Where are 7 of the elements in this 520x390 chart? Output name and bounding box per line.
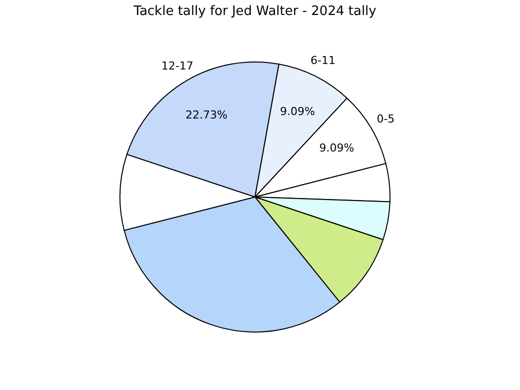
- data-label: 9.09%: [319, 141, 354, 154]
- chart-title: Tackle tally for Jed Walter - 2024 tally: [132, 4, 377, 19]
- slice-label: 12-17: [161, 59, 194, 72]
- slice-label: 6-11: [310, 54, 336, 68]
- data-label: 22.73%: [186, 108, 228, 122]
- slice-label: 0-5: [376, 112, 395, 126]
- data-label: 9.09%: [280, 105, 315, 118]
